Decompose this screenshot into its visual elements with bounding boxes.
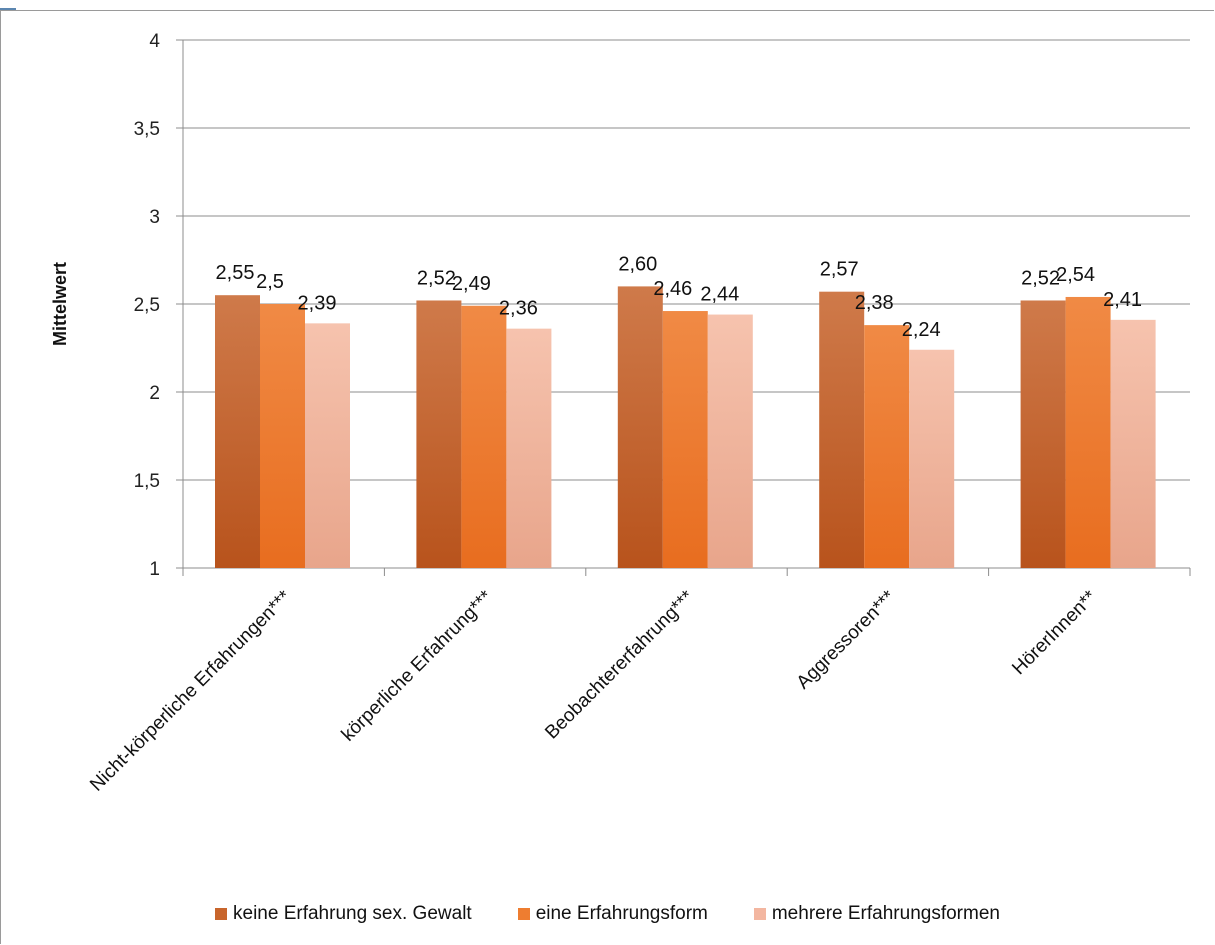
category-label: Aggressoren*** bbox=[793, 586, 900, 693]
category-label: körperliche Erfahrung*** bbox=[338, 586, 497, 745]
data-label: 2,39 bbox=[298, 292, 337, 314]
data-label: 2,49 bbox=[452, 273, 491, 295]
legend-swatch bbox=[215, 908, 228, 920]
legend-item: keine Erfahrung sex. Gewalt bbox=[215, 903, 472, 925]
data-label: 2,38 bbox=[855, 292, 894, 314]
y-tick-label: 2,5 bbox=[134, 295, 160, 316]
data-label: 2,57 bbox=[820, 259, 859, 281]
bars bbox=[215, 286, 1156, 568]
data-label: 2,36 bbox=[499, 298, 538, 320]
bar bbox=[662, 311, 708, 568]
legend-item: eine Erfahrungsform bbox=[517, 903, 708, 925]
chart-frame bbox=[0, 10, 1214, 944]
bar bbox=[506, 328, 552, 568]
legend-label: keine Erfahrung sex. Gewalt bbox=[233, 903, 472, 924]
legend: keine Erfahrung sex. Gewalt eine Erfahrun… bbox=[0, 903, 1215, 925]
top-accent-line bbox=[0, 0, 16, 10]
y-tick-label: 1 bbox=[149, 559, 160, 580]
data-label: 2,41 bbox=[1103, 289, 1142, 311]
x-axis-categories: Nicht-körperliche Erfahrungen*** körperli… bbox=[86, 586, 1101, 795]
bar bbox=[305, 323, 350, 568]
data-label: 2,52 bbox=[417, 267, 456, 289]
y-tick-label: 1,5 bbox=[134, 471, 160, 492]
y-tick-label: 4 bbox=[149, 31, 160, 52]
data-label: 2,52 bbox=[1021, 267, 1060, 289]
data-label: 2,24 bbox=[902, 319, 941, 341]
category-label: Beobachtererfahrung*** bbox=[541, 586, 698, 743]
data-label: 2,54 bbox=[1056, 264, 1095, 286]
bar bbox=[1065, 296, 1111, 568]
bar bbox=[819, 291, 865, 568]
bar-chart: 11,522,533,54 2,55 2,52,392,522,492,362,6… bbox=[50, 31, 1191, 796]
y-axis-label: Mittelwert bbox=[50, 262, 70, 346]
bar bbox=[617, 286, 663, 568]
legend-swatch bbox=[753, 908, 766, 920]
data-label: 2,55 bbox=[216, 262, 255, 284]
bar bbox=[461, 305, 507, 568]
data-label: 2,5 bbox=[256, 271, 284, 293]
legend-label: mehrere Erfahrungsformen bbox=[771, 903, 1000, 924]
y-tick-label: 3 bbox=[149, 207, 160, 228]
data-labels: 2,55 2,52,392,522,492,362,602,46 2,442,572… bbox=[216, 253, 1143, 340]
bar bbox=[707, 314, 753, 568]
legend-swatch bbox=[517, 908, 530, 920]
bar bbox=[1110, 319, 1156, 568]
legend-label: eine Erfahrungsform bbox=[535, 903, 708, 924]
bar bbox=[260, 304, 305, 568]
data-label: 2,60 bbox=[618, 253, 657, 275]
bar bbox=[416, 300, 462, 568]
data-label: 2,46 bbox=[653, 278, 692, 300]
category-label: Nicht-körperliche Erfahrungen*** bbox=[86, 586, 295, 795]
bar bbox=[215, 295, 260, 568]
y-tick-label: 3,5 bbox=[134, 119, 160, 140]
y-axis-ticks: 1 1,5 2 2,5 3 3,5 4 bbox=[134, 31, 161, 580]
legend-item: mehrere Erfahrungsformen bbox=[753, 903, 1000, 925]
y-tick-label: 2 bbox=[149, 383, 160, 404]
category-label: HörerInnen** bbox=[1008, 586, 1101, 679]
bar bbox=[864, 325, 910, 568]
bar bbox=[1020, 300, 1066, 568]
data-label: 2,44 bbox=[700, 284, 739, 306]
bar bbox=[909, 349, 955, 568]
